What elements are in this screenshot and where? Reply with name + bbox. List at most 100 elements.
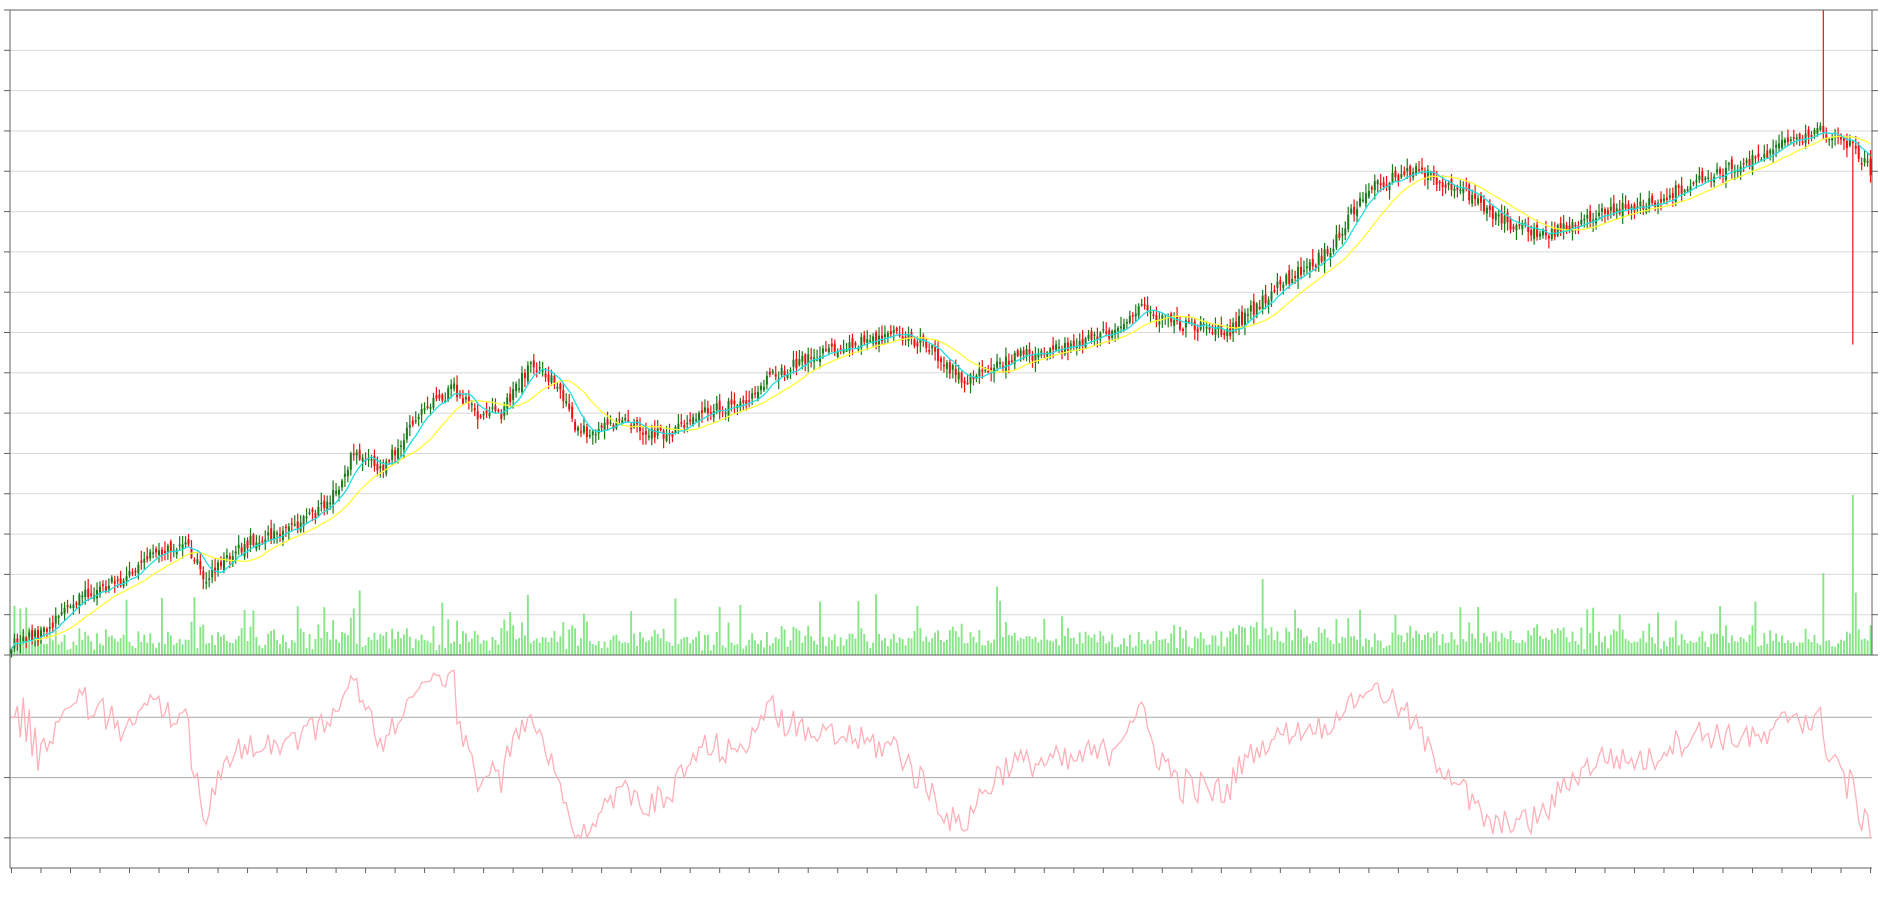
- volume-bar: [827, 637, 830, 655]
- volume-bar: [1288, 631, 1291, 655]
- candle-body: [1565, 225, 1568, 230]
- volume-bar: [1645, 642, 1648, 655]
- candle-body: [346, 469, 349, 477]
- candle-body: [1609, 206, 1612, 211]
- candle-body: [146, 556, 149, 560]
- volume-bar: [1604, 636, 1606, 655]
- volume-bar: [1869, 625, 1872, 655]
- candle-body: [768, 371, 771, 375]
- candle-body: [1034, 353, 1037, 363]
- candle-body: [789, 369, 792, 372]
- volume-bar: [789, 640, 792, 655]
- volume-bar: [1270, 627, 1273, 655]
- volume-bar: [544, 637, 547, 655]
- candle-body: [1651, 195, 1654, 203]
- volume-bar: [1834, 646, 1837, 655]
- volume-bar: [152, 643, 155, 655]
- candle-body: [916, 342, 919, 347]
- candle-body: [1665, 197, 1668, 200]
- volume-bar: [1255, 621, 1258, 655]
- volume-bar: [1763, 632, 1766, 655]
- volume-bar: [724, 647, 727, 655]
- volume-bar: [1028, 636, 1031, 655]
- candle-body: [984, 369, 987, 372]
- volume-bar: [1586, 609, 1589, 655]
- volume-bar: [1618, 614, 1621, 655]
- candle-body: [1692, 182, 1695, 184]
- volume-bar: [972, 636, 975, 655]
- candle-body: [1131, 315, 1134, 317]
- volume-bar: [491, 636, 494, 655]
- volume-bar: [320, 638, 323, 655]
- candle-body: [22, 636, 25, 642]
- candle-body: [653, 430, 656, 438]
- candle-body: [1544, 230, 1547, 236]
- candle-body: [1261, 295, 1264, 310]
- volume-bar: [175, 642, 178, 655]
- volume-bar: [75, 644, 78, 655]
- candle-body: [155, 548, 158, 553]
- candle-body: [16, 638, 19, 643]
- volume-bar: [367, 637, 370, 655]
- candle-body: [880, 335, 883, 342]
- volume-bar: [559, 636, 562, 655]
- candle-body: [1420, 167, 1423, 170]
- volume-bar: [1406, 632, 1409, 655]
- volume-bar: [671, 645, 674, 655]
- volume-bar: [757, 643, 759, 655]
- candle-body: [1772, 149, 1775, 155]
- volume-bar: [739, 604, 742, 655]
- candle-body: [1447, 183, 1450, 186]
- volume-bar: [1359, 609, 1361, 655]
- candle-body: [730, 399, 733, 405]
- volume-bar: [1379, 640, 1382, 655]
- candle-body: [1648, 198, 1651, 209]
- candle-body: [1671, 193, 1674, 198]
- candle-body: [1418, 169, 1421, 171]
- volume-bar: [276, 639, 278, 655]
- volume-bar: [777, 638, 780, 655]
- volume-bar: [1282, 642, 1285, 655]
- candle-body: [1267, 299, 1270, 306]
- volume-bar: [999, 600, 1001, 655]
- volume-bar: [665, 641, 668, 655]
- volume-bar: [282, 634, 284, 655]
- candle-body: [727, 400, 730, 416]
- volume-bar: [1657, 612, 1660, 655]
- volume-bar: [515, 639, 518, 655]
- volume-bar: [1300, 629, 1302, 655]
- candle-body: [904, 336, 907, 339]
- candle-body: [612, 424, 615, 430]
- candle-body: [57, 615, 60, 618]
- candle-body: [529, 362, 532, 365]
- candle-body: [1589, 211, 1592, 223]
- volume-bar: [966, 642, 969, 655]
- candle-body: [639, 424, 642, 431]
- candle-body: [1757, 153, 1760, 158]
- volume-bar: [1798, 642, 1801, 655]
- candle-body: [1674, 184, 1677, 203]
- volume-bar: [1061, 616, 1063, 655]
- candle-body: [429, 407, 432, 409]
- candle-body: [329, 502, 332, 505]
- volume-bar: [1521, 640, 1524, 655]
- candle-body: [780, 368, 783, 375]
- candle-body: [798, 359, 801, 366]
- volume-bar: [1376, 640, 1379, 655]
- volume-bar: [155, 647, 158, 655]
- candle-body: [883, 334, 886, 338]
- volume-bar: [1760, 645, 1763, 655]
- volume-bar: [1792, 641, 1795, 655]
- volume-bar: [131, 645, 134, 655]
- volume-bar: [647, 640, 650, 655]
- candle-body: [1524, 222, 1527, 225]
- volume-bar: [901, 639, 904, 655]
- candle-body: [1506, 212, 1509, 223]
- volume-bar: [149, 633, 152, 655]
- candle-body: [698, 413, 701, 421]
- candle-body: [464, 397, 467, 400]
- volume-bar: [1539, 635, 1541, 655]
- candle-body: [783, 370, 786, 376]
- volume-bar: [1426, 632, 1429, 655]
- candle-body: [757, 391, 760, 399]
